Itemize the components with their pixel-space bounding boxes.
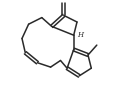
Text: H: H <box>77 31 83 39</box>
